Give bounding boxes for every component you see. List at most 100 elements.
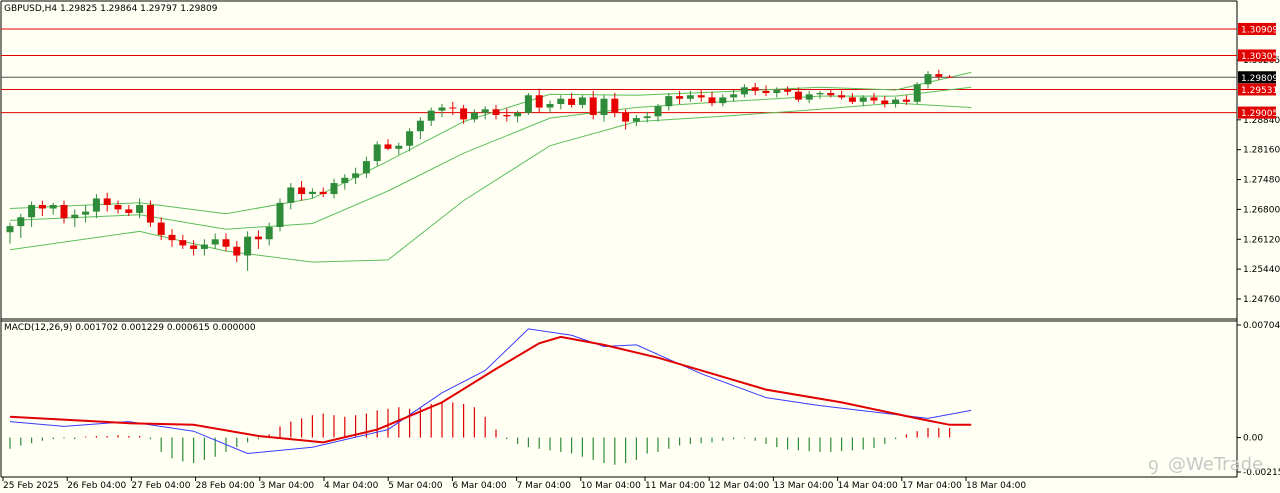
candle-body: [373, 144, 381, 162]
candle-body: [82, 211, 90, 215]
candle: [676, 90, 684, 105]
time-tick-label: 4 Mar 04:00: [324, 481, 379, 491]
candle-body: [427, 110, 435, 121]
price-tick-label: 1.27480: [1243, 176, 1280, 186]
candle-body: [827, 93, 835, 96]
band-middle-line: [9, 86, 972, 230]
candle: [773, 87, 781, 98]
candle: [114, 200, 122, 214]
candle: [524, 93, 532, 115]
candle-body: [632, 118, 640, 122]
price-tick-label: 1.26800: [1243, 205, 1280, 215]
candle-body: [719, 97, 727, 104]
candle-body: [308, 191, 316, 195]
candle-body: [6, 226, 14, 233]
candle: [179, 234, 187, 249]
candle-body: [416, 120, 424, 132]
candle-body: [708, 97, 716, 104]
candle-body: [60, 205, 68, 219]
candle-body: [913, 84, 921, 102]
candle: [211, 233, 219, 249]
candle-body: [28, 205, 36, 218]
candle: [395, 142, 403, 155]
candle: [946, 75, 954, 78]
candle-body: [481, 109, 489, 113]
time-tick-label: 7 Mar 04:00: [517, 481, 572, 491]
candle-body: [168, 234, 176, 241]
candle-body: [589, 97, 597, 115]
macd-tick-label: -0.002155: [1243, 468, 1280, 478]
candle: [762, 85, 770, 97]
candle-body: [924, 74, 932, 85]
candle-body: [935, 74, 943, 77]
candle-body: [859, 97, 867, 102]
candle: [902, 95, 910, 105]
current-price-tag: [1238, 71, 1276, 84]
candle-body: [449, 107, 457, 109]
candle: [805, 90, 813, 104]
candle-body: [784, 89, 792, 92]
candle: [643, 111, 651, 123]
level-price-tags: 1.30909 1.30305 1.29531 1.29005 1.29809: [1238, 22, 1278, 119]
candle: [6, 222, 14, 244]
candle: [92, 194, 100, 219]
candle: [362, 156, 370, 178]
macd-axis-labels: 0.007045 0.00 -0.002155: [1237, 321, 1280, 478]
candle: [125, 205, 133, 216]
time-tick-label: 17 Mar 04:00: [902, 481, 962, 491]
candle: [384, 139, 392, 151]
candle: [244, 231, 252, 271]
watermark-text: @WeTrade: [1168, 454, 1263, 475]
candle-body: [470, 112, 478, 120]
level-tag-text: 1.29005: [1241, 109, 1278, 119]
candle: [352, 167, 360, 184]
time-tick-label: 5 Mar 04:00: [388, 481, 443, 491]
time-tick-label: 12 Mar 04:00: [709, 481, 769, 491]
candle: [49, 202, 57, 215]
candle-body: [773, 89, 781, 94]
macd-tick-label: 0.007045: [1243, 321, 1280, 331]
time-axis-labels: 25 Feb 2025 26 Feb 04:00 27 Feb 04:00 28 Fe…: [2, 477, 1026, 491]
candle-body: [600, 98, 608, 115]
candle: [697, 89, 705, 102]
candle-body: [686, 95, 694, 99]
price-tick-label: 1.26120: [1243, 235, 1280, 245]
price-tick-label: 1.28160: [1243, 146, 1280, 156]
candle: [665, 93, 673, 111]
level-tag: [1238, 106, 1276, 119]
candle-body: [838, 95, 846, 98]
candle: [924, 71, 932, 89]
candle-body: [114, 205, 122, 210]
level-tag-text: 1.30909: [1241, 25, 1278, 35]
candle: [589, 90, 597, 120]
candle: [190, 240, 198, 256]
current-price-text: 1.29809: [1241, 74, 1278, 84]
macd-histogram: [9, 402, 951, 465]
candle: [38, 200, 46, 216]
candle: [470, 109, 478, 123]
level-tag-text: 1.29531: [1241, 86, 1278, 96]
candle-body: [546, 104, 554, 108]
candle-body: [233, 246, 241, 256]
candle-body: [71, 214, 79, 219]
candle: [341, 174, 349, 190]
time-tick-label: 28 Feb 04:00: [196, 481, 255, 491]
candle-body: [298, 187, 306, 195]
candle-body: [643, 116, 651, 119]
time-tick-label: 3 Mar 04:00: [260, 481, 315, 491]
time-tick-label: 13 Mar 04:00: [773, 481, 833, 491]
candle-body: [611, 98, 619, 113]
candle: [373, 141, 381, 166]
candle-body: [557, 98, 565, 105]
candle-body: [146, 205, 154, 223]
candle-body: [362, 161, 370, 174]
candle-body: [816, 93, 824, 95]
macd-tick-label: 0.00: [1243, 434, 1263, 444]
candle: [632, 114, 640, 126]
macd-label: MACD(12,26,9) 0.001702 0.001229 0.000615…: [4, 323, 256, 333]
horizontal-levels[interactable]: [1, 28, 1237, 114]
macd-line: [9, 328, 972, 455]
candle: [28, 201, 36, 227]
